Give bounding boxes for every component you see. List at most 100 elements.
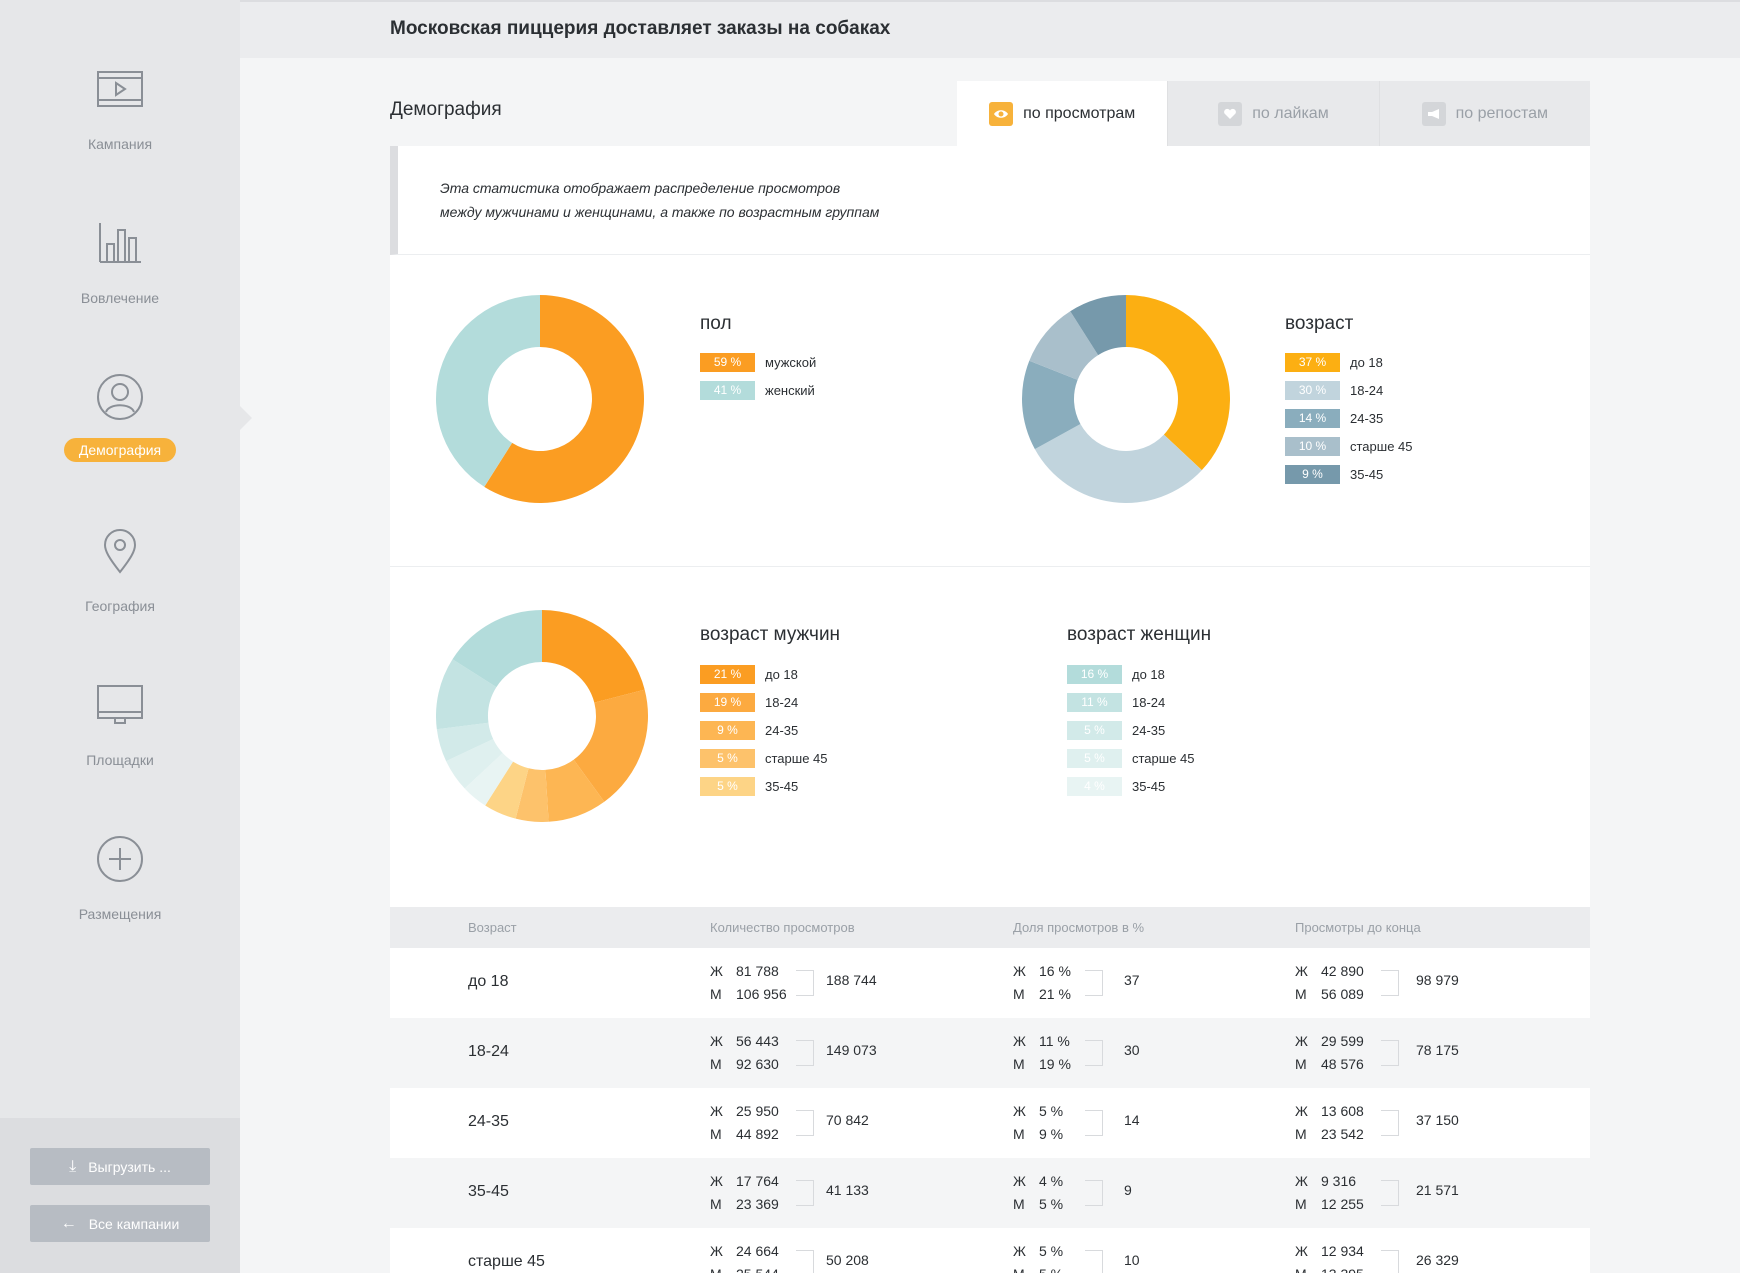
table-row: до 18 Ж 81 788 М 106 956 188 744 Ж 16 % М 21 % 37 Ж…	[390, 948, 1590, 1018]
total-value: 30	[1124, 1042, 1140, 1058]
male-marker: М	[710, 1196, 722, 1212]
sidebar-item-geography[interactable]: География	[0, 526, 240, 614]
gender-age-slice-8	[436, 659, 497, 730]
gender-donut-chart	[436, 295, 644, 503]
legend-label: 24-35	[1132, 722, 1166, 738]
age-donut-chart	[1022, 295, 1230, 503]
male-marker: М	[1013, 1263, 1039, 1273]
legend-item: 4 % 35-45	[1067, 772, 1195, 800]
male-age-legend: 21 % до 18 19 % 18-24 9 % 24-35 5 % старше 4…	[700, 660, 828, 800]
gender-age-slice-0	[542, 610, 645, 703]
legend-value: 37 %	[1285, 352, 1340, 372]
tab-reposts[interactable]: по репостам	[1380, 81, 1590, 146]
legend-value: 11 %	[1067, 692, 1122, 712]
gender-slice-0	[484, 295, 644, 503]
sum-bracket	[796, 1040, 814, 1066]
male-marker: М	[1013, 986, 1025, 1002]
legend-value: 9 %	[700, 720, 755, 740]
female-marker: Ж	[710, 1033, 723, 1049]
age-slice-4	[1070, 295, 1126, 356]
female-marker: Ж	[1295, 1173, 1308, 1189]
age-cell: 18-24	[468, 1043, 509, 1060]
legend-item: 9 % 35-45	[1285, 460, 1413, 488]
active-indicator	[240, 406, 252, 430]
male-marker: М	[1295, 986, 1307, 1002]
sum-bracket	[1085, 1250, 1103, 1273]
legend-item: 5 % 35-45	[700, 772, 828, 800]
female-value: 12 934	[1321, 1243, 1364, 1259]
legend-item: 59 % мужской	[700, 348, 816, 376]
female-value: 56 443	[736, 1033, 779, 1049]
legend-label: 24-35	[765, 722, 799, 738]
gender-age-slice-5	[464, 752, 514, 806]
complete-cell: Ж 9 316 М 12 255 21 571	[1295, 1170, 1515, 1216]
gender-chart-title: пол	[700, 313, 732, 334]
male-value: 19 %	[1039, 1056, 1071, 1072]
legend-label: до 18	[1350, 354, 1383, 370]
sidebar-item-campaign[interactable]: Кампания	[0, 64, 240, 152]
age-cell: старше 45	[468, 1253, 545, 1270]
total-value: 9	[1124, 1182, 1132, 1198]
female-value: 9 316	[1321, 1173, 1357, 1189]
age-slice-1	[1034, 424, 1202, 503]
section-title: Демография	[390, 99, 502, 120]
legend-item: 16 % до 18	[1067, 660, 1195, 688]
export-button[interactable]: ⤓ Выгрузить ...	[30, 1148, 210, 1185]
tab-likes[interactable]: по лайкам	[1168, 81, 1380, 146]
arrow-left-icon: ←	[60, 1214, 77, 1232]
sidebar-item-label: География	[85, 598, 155, 614]
sum-bracket	[1381, 1250, 1399, 1273]
sidebar-item-placements[interactable]: Размещения	[0, 834, 240, 922]
legend-value: 5 %	[1067, 748, 1122, 768]
legend-value: 5 %	[700, 748, 755, 768]
legend-value: 21 %	[700, 664, 755, 684]
video-icon	[97, 71, 143, 107]
column-header: Просмотры до конца	[1295, 920, 1421, 935]
sum-bracket	[1085, 1180, 1103, 1206]
female-marker: Ж	[1295, 1103, 1308, 1119]
total-value: 10	[1124, 1252, 1140, 1268]
tab-views[interactable]: по просмотрам	[957, 81, 1169, 146]
gender-slice-1	[436, 295, 540, 487]
female-marker: Ж	[1013, 1173, 1026, 1189]
sidebar-item-platforms[interactable]: Площадки	[0, 680, 240, 768]
male-value: 48 576	[1321, 1056, 1364, 1072]
female-value: 25 950	[736, 1103, 779, 1119]
sum-bracket	[796, 1110, 814, 1136]
column-header: Количество просмотров	[710, 920, 855, 935]
female-marker: Ж	[710, 1173, 723, 1189]
share-cell: Ж 5 %М5 % 10	[1013, 1240, 1233, 1273]
legend-label: 35-45	[1132, 778, 1166, 794]
gender-age-slice-9	[452, 610, 542, 688]
sidebar-item-engagement[interactable]: Вовлечение	[0, 218, 240, 306]
top-bar	[240, 0, 1740, 58]
share-cell: Ж 4 % М 5 % 9	[1013, 1170, 1233, 1216]
sidebar-item-demography[interactable]: Демография	[0, 372, 240, 462]
female-value: 29 599	[1321, 1033, 1364, 1049]
gender-age-slice-1	[573, 689, 648, 802]
female-marker: Ж	[1013, 1033, 1026, 1049]
legend-item: 37 % до 18	[1285, 348, 1413, 376]
sum-bracket	[796, 1250, 814, 1273]
monitor-icon	[97, 685, 143, 724]
tab-bar: по просмотрам по лайкам по репостам	[957, 81, 1590, 146]
female-marker: Ж	[710, 1103, 723, 1119]
sum-bracket	[1085, 1040, 1103, 1066]
legend-label: 18-24	[1350, 382, 1384, 398]
gender-age-slice-6	[446, 738, 503, 789]
legend-label: 18-24	[765, 694, 799, 710]
male-value: 5 %	[1039, 1196, 1064, 1212]
complete-cell: Ж 13 608 М 23 542 37 150	[1295, 1100, 1515, 1146]
male-value: 44 892	[736, 1126, 779, 1142]
all-campaigns-button[interactable]: ← Все кампании	[30, 1205, 210, 1242]
legend-value: 41 %	[700, 380, 755, 400]
legend-value: 4 %	[1067, 776, 1122, 796]
download-icon: ⤓	[69, 1157, 77, 1175]
sum-bracket	[1085, 1110, 1103, 1136]
female-value: 5 %	[1039, 1103, 1064, 1119]
male-marker: М	[710, 1263, 736, 1273]
total-value: 14	[1124, 1112, 1140, 1128]
age-cell: 24-35	[468, 1113, 509, 1130]
section-divider	[390, 566, 1590, 567]
legend-label: до 18	[765, 666, 798, 682]
